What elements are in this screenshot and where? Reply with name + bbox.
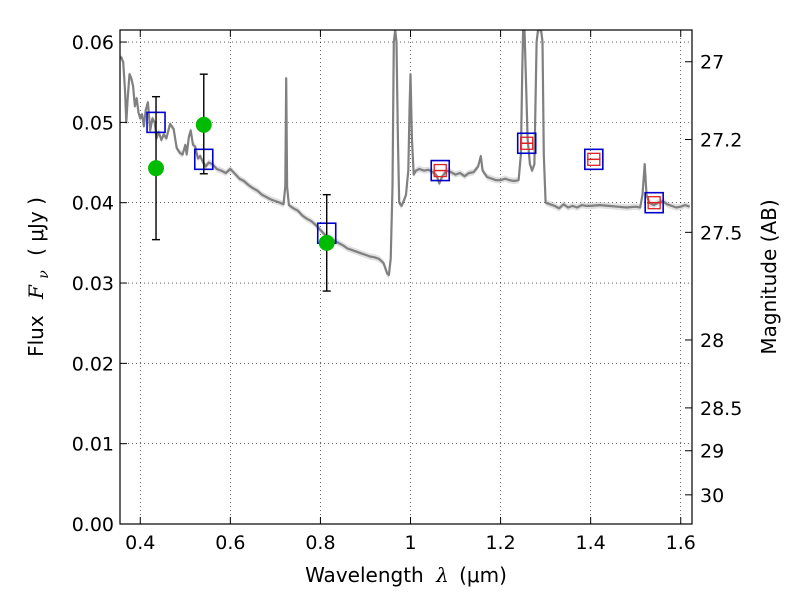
model-band-area (120, 30, 690, 279)
model-photometry-marker (584, 148, 604, 171)
y-tick-label: 0.00 (72, 514, 114, 536)
observed-limit-marker (647, 196, 661, 210)
observed-limit-marker (520, 136, 534, 150)
model-photometry-marker (516, 132, 537, 155)
y-tick-label: 0.04 (72, 193, 114, 215)
model-photometry-marker (430, 159, 451, 182)
y-axis-label-symbol: F (24, 284, 48, 300)
y2-tick-label: 28 (700, 330, 724, 352)
y-tick-label: 0.03 (72, 273, 114, 295)
observed-point (195, 116, 212, 133)
observed-point (318, 234, 335, 251)
y-tick-label: 0.06 (72, 32, 114, 54)
plot-frame (119, 29, 693, 525)
x-tick-label: 1.4 (576, 532, 606, 554)
y-tick-label: 0.05 (72, 112, 114, 134)
model-photometry-marker (644, 191, 664, 214)
y2-axis-label: Magnitude (AB) (757, 199, 781, 354)
y-axis-label-unit: ( μJy ) (24, 197, 48, 256)
y-axis-label: Flux F ν ( μJy ) (24, 197, 53, 357)
x-axis-label-unit: (μm) (459, 563, 507, 587)
model-spectrum-line (120, 30, 691, 277)
photometry-markers (146, 73, 664, 292)
x-tick-label: 0.4 (125, 532, 155, 554)
observed-limit-marker (433, 163, 447, 178)
x-tick-label: 0.8 (305, 532, 335, 554)
y2-tick-label: 27 (700, 52, 724, 74)
y2-tick-label: 27.2 (700, 130, 742, 152)
y-tick-label: 0.01 (72, 434, 114, 456)
grid (120, 30, 692, 525)
x-tick-label: 0.6 (215, 532, 245, 554)
x-tick-label: 1.6 (666, 532, 696, 554)
x-tick-label: 1 (404, 532, 416, 554)
y-tick-label: 0.02 (72, 353, 114, 375)
model-uncertainty-band (120, 30, 690, 279)
y2-tick-label: 27.5 (700, 222, 742, 244)
y2-tick-label: 29 (700, 441, 724, 463)
y2-tick-label: 28.5 (700, 398, 742, 420)
x-axis-label: Wavelength λ (μm) (305, 563, 507, 587)
observed-limit-marker (587, 152, 601, 166)
model-spectrum (120, 30, 691, 277)
y-axis-label-prefix: Flux (24, 315, 48, 357)
x-axis-label-prefix: Wavelength (305, 563, 424, 587)
observed-point (148, 160, 165, 177)
y-axis-label-subscript: ν (36, 270, 52, 279)
x-axis-label-symbol: λ (435, 563, 449, 587)
x-tick-label: 1.2 (485, 532, 515, 554)
y2-tick-label: 30 (700, 485, 724, 507)
axis-ticks: 0.4 0.6 0.8 1 1.2 1.4 1.6 0.00 0.01 0.02 0.03 0.04 0… (72, 30, 742, 554)
